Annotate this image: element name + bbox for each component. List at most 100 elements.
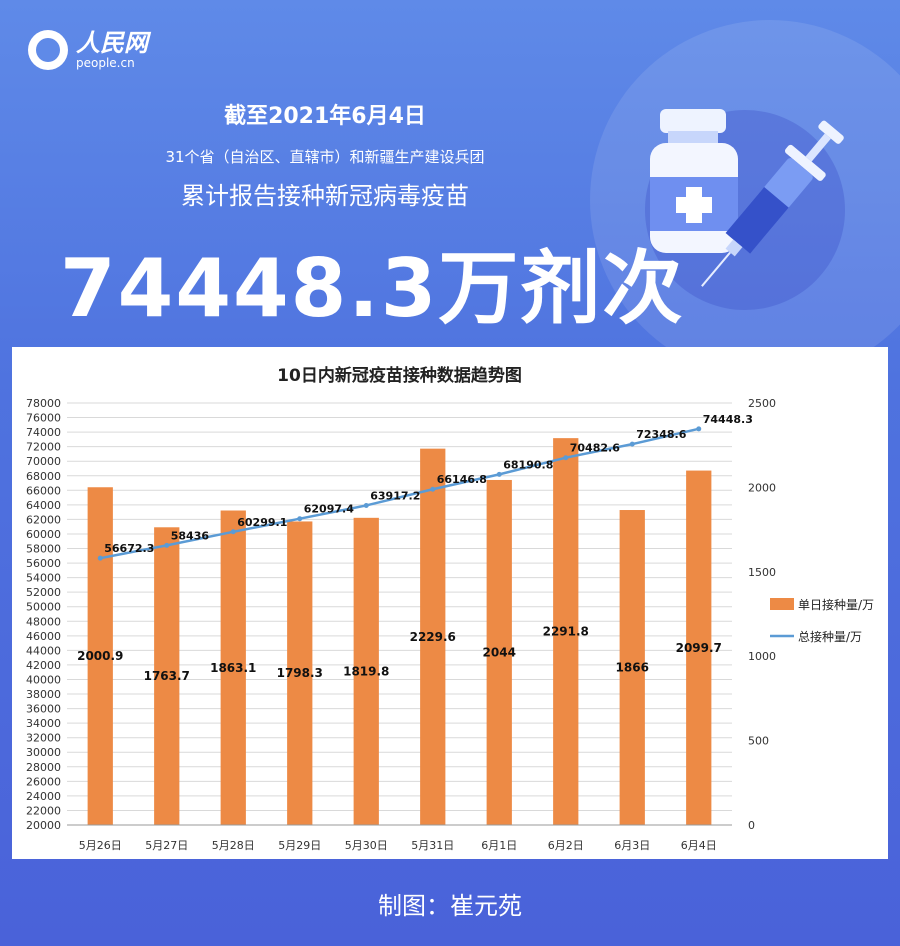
line-point xyxy=(696,426,702,432)
left-axis-tick-label: 54000 xyxy=(26,572,61,585)
left-axis-tick-label: 22000 xyxy=(26,804,61,817)
bar xyxy=(619,510,645,825)
bar xyxy=(220,510,246,825)
x-axis-tick-label: 6月4日 xyxy=(681,839,717,852)
x-axis-tick-label: 6月2日 xyxy=(548,839,584,852)
left-axis-tick-label: 52000 xyxy=(26,586,61,599)
line-point xyxy=(430,486,436,492)
left-axis-tick-label: 36000 xyxy=(26,703,61,716)
x-axis-tick-label: 5月27日 xyxy=(145,839,188,852)
line-data-label: 56672.3 xyxy=(104,542,154,555)
left-axis-tick-label: 24000 xyxy=(26,790,61,803)
bar xyxy=(553,438,579,825)
vaccine-vial-icon xyxy=(650,109,738,253)
legend-bar-label: 单日接种量/万 xyxy=(798,597,874,612)
brand-name: 人民网 xyxy=(76,29,148,58)
line-data-label: 58436 xyxy=(171,529,210,542)
x-axis-tick-label: 5月28日 xyxy=(212,839,255,852)
right-axis-tick-label: 0 xyxy=(748,819,755,832)
description-line: 累计报告接种新冠病毒疫苗 xyxy=(181,182,469,210)
line-data-label: 68190.8 xyxy=(503,458,553,471)
brand-domain: people.cn xyxy=(76,55,135,70)
logo-emblem-icon xyxy=(28,30,68,70)
line-data-label: 66146.8 xyxy=(437,473,487,486)
left-axis-tick-label: 50000 xyxy=(26,601,61,614)
bar xyxy=(420,448,446,825)
line-data-label: 62097.4 xyxy=(304,503,354,516)
left-axis-tick-label: 40000 xyxy=(26,673,61,686)
legend-bar-swatch xyxy=(770,598,794,610)
syringe-icon xyxy=(701,120,844,287)
x-axis-tick-label: 6月1日 xyxy=(481,839,517,852)
bar-data-label: 1798.3 xyxy=(277,666,323,680)
line-point xyxy=(297,516,303,522)
left-axis-tick-label: 70000 xyxy=(26,455,61,468)
bar xyxy=(287,521,313,825)
line-data-label: 70482.6 xyxy=(570,442,620,455)
bar-data-label: 2099.7 xyxy=(676,641,722,655)
line-data-label: 60299.1 xyxy=(237,516,287,529)
total-line-series xyxy=(100,427,700,560)
bar-data-label: 2044 xyxy=(483,645,516,659)
left-axis-tick-label: 56000 xyxy=(26,557,61,570)
right-axis-tick-label: 500 xyxy=(748,735,769,748)
line-data-label: 72348.6 xyxy=(636,428,686,441)
legend-line-label: 总接种量/万 xyxy=(798,629,862,644)
left-axis-tick-label: 78000 xyxy=(26,397,61,410)
decor-circle-large xyxy=(590,20,900,380)
region-line: 31个省（自治区、直辖市）和新疆生产建设兵团 xyxy=(165,148,485,166)
line-data-label: 63917.2 xyxy=(370,489,420,502)
line-point xyxy=(230,529,236,535)
line-data-label: 74448.3 xyxy=(703,413,753,426)
left-axis-tick-label: 72000 xyxy=(26,441,61,454)
left-axis-tick-label: 68000 xyxy=(26,470,61,483)
left-axis-tick-label: 46000 xyxy=(26,630,61,643)
total-doses-headline: 74448.3万剂次 xyxy=(60,242,685,335)
bar-data-label: 1866 xyxy=(616,661,649,675)
vaccine-illustration xyxy=(650,109,844,287)
line-point xyxy=(496,471,502,477)
left-axis-tick-label: 76000 xyxy=(26,412,61,425)
left-axis-tick-label: 20000 xyxy=(26,819,61,832)
left-axis-tick-label: 42000 xyxy=(26,659,61,672)
brand-logo: 人民网 people.cn xyxy=(28,30,148,70)
left-axis-tick-label: 30000 xyxy=(26,746,61,759)
left-axis-tick-label: 34000 xyxy=(26,717,61,730)
chart-title: 10日内新冠疫苗接种数据趋势图 xyxy=(277,365,522,386)
left-axis-tick-label: 32000 xyxy=(26,732,61,745)
bar-data-label: 2229.6 xyxy=(410,630,456,644)
bar xyxy=(686,470,712,825)
left-axis-tick-label: 74000 xyxy=(26,426,61,439)
line-point xyxy=(164,542,170,548)
line-point xyxy=(363,502,369,508)
x-axis-tick-label: 5月29日 xyxy=(278,839,321,852)
left-axis-tick-label: 44000 xyxy=(26,644,61,657)
left-axis-tick-label: 62000 xyxy=(26,513,61,526)
chart-card: 10日内新冠疫苗接种数据趋势图 78000 76000 74000 72000 70000… xyxy=(12,347,888,859)
x-axis-tick-label: 5月31日 xyxy=(411,839,454,852)
bar xyxy=(353,517,379,825)
x-axis-tick-label: 5月26日 xyxy=(79,839,122,852)
x-axis-tick-label: 6月3日 xyxy=(614,839,650,852)
right-axis-tick-label: 2000 xyxy=(748,481,776,494)
bar-data-label: 1863.1 xyxy=(210,661,256,675)
bar xyxy=(87,487,113,825)
bar-data-label: 2000.9 xyxy=(77,649,123,663)
left-axis-tick-label: 26000 xyxy=(26,775,61,788)
left-axis-tick-label: 28000 xyxy=(26,761,61,774)
credit-line: 制图：崔元苑 xyxy=(378,892,522,920)
left-axis-tick-label: 48000 xyxy=(26,615,61,628)
right-axis-tick-label: 2500 xyxy=(748,397,776,410)
right-axis-tick-label: 1000 xyxy=(748,650,776,663)
bar-data-label: 2291.8 xyxy=(543,625,589,639)
right-axis-tick-label: 1500 xyxy=(748,566,776,579)
bar-data-label: 1763.7 xyxy=(144,669,190,683)
bar-data-label: 1819.8 xyxy=(343,664,389,678)
bar xyxy=(486,479,512,825)
bar xyxy=(154,527,180,825)
left-axis-tick-label: 58000 xyxy=(26,543,61,556)
left-axis-tick-label: 66000 xyxy=(26,484,61,497)
left-axis-tick-label: 64000 xyxy=(26,499,61,512)
